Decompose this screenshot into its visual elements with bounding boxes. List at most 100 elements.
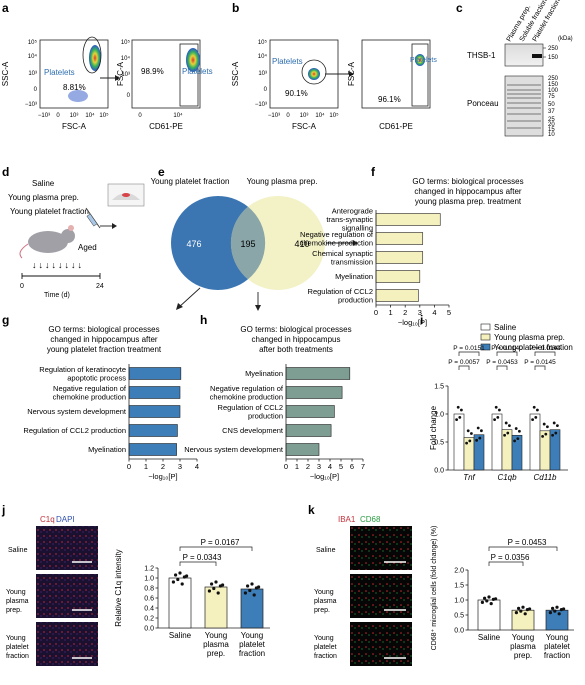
row-label: Saline: [316, 547, 336, 554]
a1-ytick: 10³: [28, 71, 37, 77]
category-label: Tnf: [463, 473, 475, 482]
k-ylabel: CD68⁺ microglial cells (fold change) (%): [431, 526, 438, 651]
panel-letter-k: k: [308, 503, 315, 517]
panel-d-schematic: Saline Young plasma prep. Young platelet…: [8, 179, 145, 299]
data-point: [458, 415, 462, 419]
marker: 250: [548, 46, 559, 52]
b1-gate: [301, 59, 327, 85]
data-point: [480, 600, 484, 605]
category-label: signalling: [342, 224, 373, 233]
a1-platelet-cloud: [89, 45, 101, 71]
tick-label: 3: [178, 462, 182, 471]
panel-letter-f: f: [371, 165, 376, 179]
marker: 15: [548, 127, 555, 133]
panel-b-flow-plot-1: SSC-A FSC-A 10⁵ 10⁴ 10³ 0 −10³ −10³ 0 10…: [231, 39, 354, 131]
tick-label: 1.0: [454, 598, 464, 605]
bar: [549, 429, 561, 471]
h-title-line2: changed in hippocampus: [252, 335, 341, 344]
data-point: [478, 436, 482, 440]
category-label: CNS development: [222, 426, 284, 435]
micrograph-plasma: [350, 574, 412, 618]
marker: 25: [548, 117, 555, 123]
tick-label: 0.0: [454, 628, 464, 635]
a1-ytick: 10⁵: [28, 39, 38, 46]
a2-ytick: 10⁵: [121, 39, 131, 46]
panel-k-micrographs: IBA1 CD68 Saline Young plasma prep. Youn…: [314, 515, 412, 666]
a1-ytick: −10³: [25, 102, 37, 108]
category-label: Nervous system development: [184, 445, 284, 454]
tick-label: 0.0: [434, 468, 444, 475]
a2-xtick: 0: [138, 113, 142, 119]
data-point: [498, 408, 501, 412]
significance-bracket: [488, 561, 524, 566]
row-label-plasma: plasma: [6, 598, 29, 605]
panel-letter-g: g: [2, 313, 9, 327]
panel-f-chart: GO terms: biological processes changed i…: [300, 177, 524, 327]
panel-j-chart: Relative C1q intensity 0.0 0.2 0.4 0.6 0.8 1.…: [114, 538, 270, 658]
row-label-young: Young: [6, 589, 26, 596]
data-point: [185, 574, 189, 578]
panel-letter-a: a: [2, 1, 9, 15]
data-point: [517, 606, 521, 611]
tick-label: 0.0: [144, 626, 154, 633]
bar: [128, 443, 177, 456]
row-label-platelet: platelet: [314, 644, 337, 651]
venn-intersection: [230, 206, 266, 280]
category-label: Myelination: [245, 369, 283, 378]
bar: [285, 386, 343, 399]
category-label: Negative regulation of: [300, 230, 374, 239]
tick-label: 1.0: [434, 412, 444, 419]
row-label-prep: prep.: [314, 607, 330, 614]
significance-bracket: [534, 365, 546, 370]
tick-label: 2: [403, 308, 407, 317]
b2-gate-label: Platelets: [410, 57, 437, 64]
b2-gate-pct: 96.1%: [378, 95, 401, 104]
a1-xtick: 10⁴: [85, 112, 95, 119]
data-point: [212, 586, 216, 591]
a2-gate-label: Platelets: [182, 67, 213, 76]
panel-letter-c: c: [456, 1, 463, 15]
data-point: [521, 605, 525, 609]
a2-gate-pct: 98.9%: [141, 67, 164, 76]
bar: [285, 443, 320, 456]
a2-ytick: 10⁴: [121, 55, 131, 62]
bar: [168, 577, 192, 629]
category-label: Regulation of CCL2 production: [23, 426, 126, 435]
significance-bracket: [496, 365, 508, 370]
ponceau-label: Ponceau: [467, 99, 499, 108]
a1-gate: [82, 36, 102, 74]
marker: 75: [548, 94, 555, 100]
data-point: [514, 611, 519, 615]
bar: [285, 367, 351, 380]
legend-saline: Saline: [494, 323, 517, 332]
panel-a-flow-plot-1: SSC-A FSC-A 10⁵ 10⁴ 10³ 0 −10³ −10³ 0 10…: [1, 36, 120, 131]
data-point: [548, 611, 553, 615]
a2-xlabel: CD61-PE: [149, 122, 183, 131]
data-point: [557, 612, 561, 616]
data-point: [523, 612, 527, 616]
b1-xtick: 10⁵: [329, 112, 339, 119]
panel-letter-e: e: [158, 165, 165, 179]
p-value: P = 0.0140: [491, 345, 523, 352]
category-label: Cd11b: [534, 473, 558, 482]
tick-label: 4: [195, 462, 199, 471]
category-label: platelet: [239, 640, 266, 649]
tick-label: 1.2: [144, 566, 154, 573]
data-point: [528, 607, 532, 611]
b2-xlabel: CD61-PE: [379, 122, 413, 131]
data-point: [489, 602, 493, 606]
data-point: [552, 421, 556, 425]
a1-xtick: 10⁵: [99, 112, 109, 119]
marker: 10: [548, 132, 555, 138]
data-point: [494, 597, 498, 601]
category-label: fraction: [544, 651, 570, 660]
category-label: chemokine production: [210, 392, 283, 401]
row-label-young2: Young: [314, 635, 334, 642]
category-label: chemokine production: [300, 238, 373, 247]
b1-xtick: 10³: [300, 113, 309, 119]
data-point: [551, 433, 554, 437]
data-point: [176, 577, 180, 582]
bar: [375, 213, 441, 226]
bar: [491, 413, 503, 471]
data-point: [519, 609, 523, 613]
